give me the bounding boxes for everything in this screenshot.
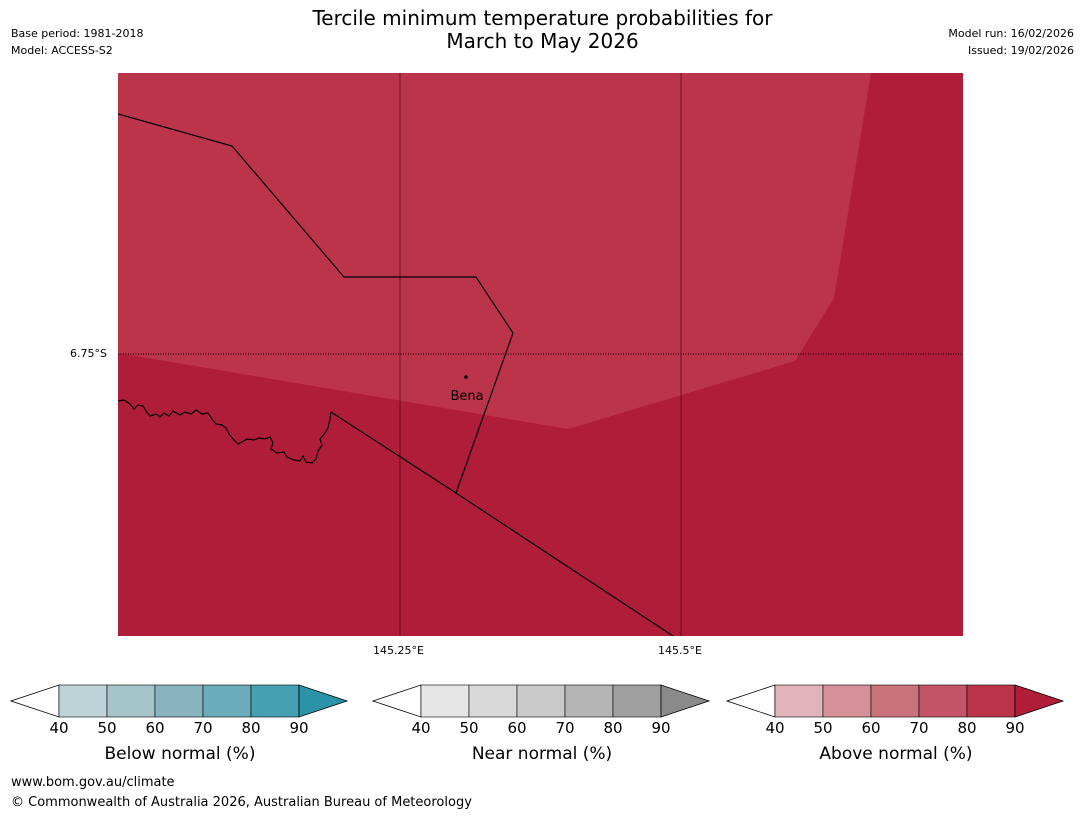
- model-text: Model: ACCESS-S2: [11, 44, 113, 57]
- colorbar-tick: 50: [813, 719, 833, 737]
- colorbar-tick: 90: [1005, 719, 1025, 737]
- longitude-label-1: 145.25°E: [373, 644, 424, 657]
- colorbar-tick: 50: [97, 719, 117, 737]
- probability-map: Bena: [118, 73, 963, 636]
- colorbar-extend-high: [1014, 684, 1065, 718]
- header-meta-left: Base period: 1981-2018 Model: ACCESS-S2: [11, 25, 143, 59]
- colorbar-tick: 80: [957, 719, 977, 737]
- bena-town-marker: [464, 375, 468, 379]
- map-title: Tercile minimum temperature probabilitie…: [0, 7, 1085, 53]
- colorbar-extend-high: [298, 684, 349, 718]
- colorbar-tick: 80: [603, 719, 623, 737]
- colorbar-segment: [106, 684, 156, 718]
- model-run-text: Model run: 16/02/2026: [948, 27, 1074, 40]
- colorbar-tick: 60: [145, 719, 165, 737]
- colorbar-tick: 40: [49, 719, 69, 737]
- colorbar-segment: [966, 684, 1016, 718]
- header-meta-right: Model run: 16/02/2026 Issued: 19/02/2026: [948, 25, 1074, 59]
- colorbar-tick: 70: [909, 719, 929, 737]
- above-normal-ticks: 40 50 60 70 80 90: [726, 719, 1066, 739]
- colorbar-segment: [58, 684, 108, 718]
- near-normal-ticks: 40 50 60 70 80 90: [372, 719, 712, 739]
- colorbar-segment: [612, 684, 662, 718]
- colorbar-segment: [154, 684, 204, 718]
- colorbar-tick: 40: [765, 719, 785, 737]
- colorbar-tick: 90: [651, 719, 671, 737]
- colorbar-tick: 40: [411, 719, 431, 737]
- colorbar-extend-low: [726, 684, 776, 718]
- above-normal-title: Above normal (%): [819, 744, 973, 764]
- colorbar-tick: 70: [193, 719, 213, 737]
- above-normal-colorbar: [726, 684, 1065, 718]
- region-above-80-90: [118, 73, 871, 429]
- below-normal-colorbar: [10, 684, 349, 718]
- colorbar-segment: [774, 684, 824, 718]
- colorbar-segment: [564, 684, 614, 718]
- map-title-line1: Tercile minimum temperature probabilitie…: [312, 6, 773, 30]
- longitude-label-2: 145.5°E: [658, 644, 702, 657]
- footer-copyright: © Commonwealth of Australia 2026, Austra…: [11, 795, 472, 810]
- below-normal-title: Below normal (%): [104, 744, 256, 764]
- bena-town-label: Bena: [450, 389, 483, 404]
- near-normal-colorbar: [372, 684, 711, 718]
- colorbar-tick: 60: [861, 719, 881, 737]
- province-boundary-south: [330, 411, 674, 636]
- map-title-line2: March to May 2026: [446, 29, 639, 53]
- colorbar-segment: [918, 684, 968, 718]
- colorbar-segment: [516, 684, 566, 718]
- colorbar-tick: 60: [507, 719, 527, 737]
- footer-url: www.bom.gov.au/climate: [11, 775, 175, 790]
- colorbar-segment: [420, 684, 470, 718]
- colorbar-segment: [870, 684, 920, 718]
- river-boundary: [118, 399, 332, 464]
- colorbar-segment: [468, 684, 518, 718]
- colorbar-extend-low: [10, 684, 60, 718]
- colorbar-segment: [250, 684, 300, 718]
- colorbar-extend-high: [660, 684, 711, 718]
- issued-text: Issued: 19/02/2026: [967, 44, 1074, 57]
- near-normal-title: Near normal (%): [471, 744, 613, 764]
- colorbar-tick: 90: [289, 719, 309, 737]
- latitude-label: 6.75°S: [70, 347, 107, 360]
- colorbar-segment: [822, 684, 872, 718]
- colorbar-tick: 80: [241, 719, 261, 737]
- colorbar-segment: [202, 684, 252, 718]
- colorbar-tick: 70: [555, 719, 575, 737]
- base-period-text: Base period: 1981-2018: [11, 27, 144, 40]
- below-normal-ticks: 40 50 60 70 80 90: [10, 719, 350, 739]
- colorbar-extend-low: [372, 684, 422, 718]
- province-boundary: [118, 113, 514, 494]
- colorbar-tick: 50: [459, 719, 479, 737]
